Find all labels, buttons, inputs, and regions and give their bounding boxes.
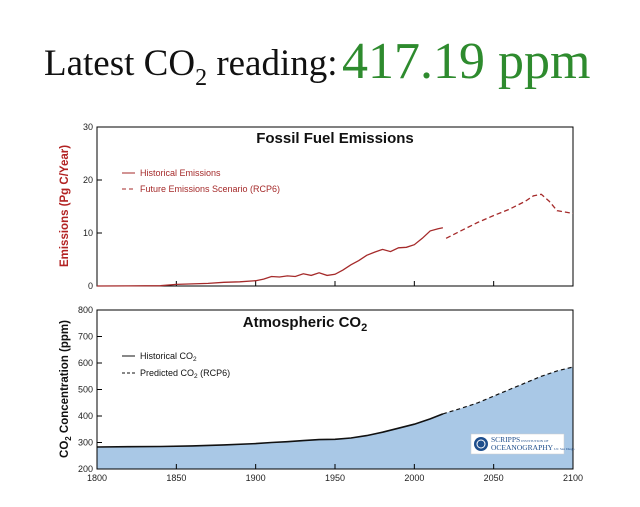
co2-y-tick-label: 600 [78,358,93,368]
predicted-co2-line [442,366,574,415]
historical-co2-line [96,413,444,448]
emissions-y-tick-label: 20 [83,175,93,185]
emissions-y-ticks: 0 10 20 30 [83,122,102,291]
legend-historical-co2: Historical CO2 [140,351,197,363]
co2-area-fill [97,367,573,469]
x-tick-label: 1950 [325,473,345,483]
co2-x-ticks: 1800 1850 1900 1950 2000 2050 2100 [87,464,583,483]
emissions-chart: 0 10 20 30 Fossil Fuel Emissions Emissions … [59,122,574,291]
legend-predicted-co2: Predicted CO2 (RCP6) [140,368,230,380]
emissions-y-axis-label: Emissions (Pg C/Year) [59,145,71,267]
headline: Latest CO2 reading: 417.19 ppm [0,28,640,98]
x-tick-label: 1850 [166,473,186,483]
legend-future-emissions: Future Emissions Scenario (RCP6) [140,184,280,194]
co2-y-tick-label: 500 [78,385,93,395]
historical-emissions-line [96,227,444,287]
headline-value: 417.19 ppm [342,33,591,90]
x-tick-label: 1800 [87,473,107,483]
co2-y-tick-label: 300 [78,438,93,448]
emissions-y-tick-label: 10 [83,228,93,238]
headline-label: Latest CO2 reading: [44,43,338,91]
co2-y-axis-label: CO2 Concentration (ppm) [59,320,73,458]
scripps-logo: SCRIPPSINSTITUTION OF OCEANOGRAPHYUC San… [470,433,575,455]
future-emissions-line [445,193,574,239]
scripps-logo-line2: OCEANOGRAPHYUC San Diego [491,443,575,452]
x-tick-label: 1900 [246,473,266,483]
co2-legend: Historical CO2 Predicted CO2 (RCP6) [122,351,230,380]
co2-chart-title: Atmospheric CO2 [243,314,367,334]
co2-y-tick-label: 800 [78,305,93,315]
emissions-legend: Historical Emissions Future Emissions Sc… [122,168,280,194]
scripps-seal-ring [476,439,486,449]
co2-y-tick-label: 200 [78,464,93,474]
scripps-logo-background [470,433,565,455]
legend-historical-emissions: Historical Emissions [140,168,221,178]
co2-chart: 200 300 400 500 600 700 800 1800 1850 1900 1950 20… [59,305,583,483]
co2-y-tick-label: 400 [78,411,93,421]
x-tick-label: 2000 [404,473,424,483]
emissions-chart-title: Fossil Fuel Emissions [256,130,414,147]
emissions-x-ticks [96,281,574,286]
scripps-seal-icon [474,437,488,451]
emissions-y-tick-label: 0 [88,281,93,291]
emissions-plot-frame [96,126,574,287]
x-tick-label: 2050 [484,473,504,483]
co2-y-ticks: 200 300 400 500 600 700 800 [78,305,102,474]
co2-y-tick-label: 700 [78,332,93,342]
scripps-logo-line1: SCRIPPSINSTITUTION OF [491,435,549,444]
emissions-y-tick-label: 30 [83,122,93,132]
x-tick-label: 2100 [563,473,583,483]
